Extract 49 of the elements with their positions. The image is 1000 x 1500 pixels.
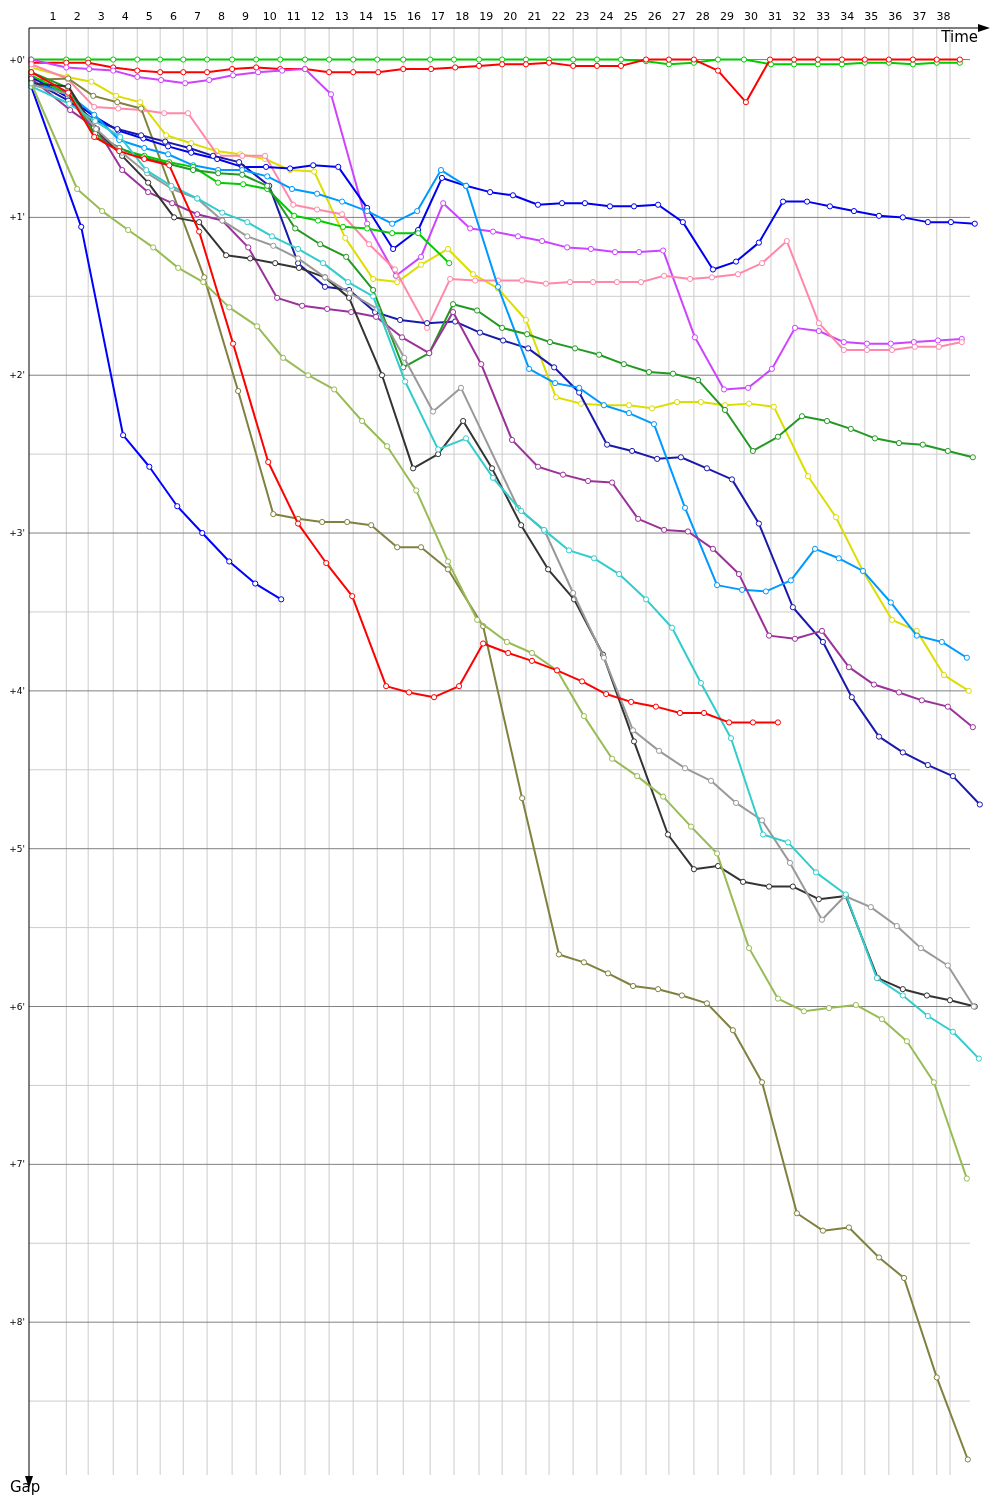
x-tick-label: 37 bbox=[912, 10, 927, 23]
x-tick-label: 30 bbox=[743, 10, 758, 23]
x-tick-label: 14 bbox=[358, 10, 373, 23]
x-tick-label: 11 bbox=[286, 10, 301, 23]
x-tick-label: 27 bbox=[671, 10, 686, 23]
x-tick-label: 13 bbox=[334, 10, 349, 23]
x-tick-label: 6 bbox=[169, 10, 177, 23]
x-tick-label: 4 bbox=[121, 10, 129, 23]
x-tick-label: 5 bbox=[145, 10, 153, 23]
y-tick-label: +8' bbox=[9, 1317, 25, 1328]
x-tick-label: 18 bbox=[455, 10, 470, 23]
x-tick-label: 1 bbox=[49, 10, 57, 23]
x-tick-label: 25 bbox=[623, 10, 638, 23]
x-tick-label: 28 bbox=[695, 10, 710, 23]
y-tick-label: +2' bbox=[9, 370, 25, 381]
x-tick-label: 24 bbox=[599, 10, 614, 23]
y-tick-label: +6' bbox=[9, 1001, 25, 1012]
y-axis-title: Gap bbox=[10, 1478, 41, 1496]
x-tick-label: 34 bbox=[840, 10, 855, 23]
x-tick-label: 29 bbox=[719, 10, 734, 23]
x-tick-label: 33 bbox=[816, 10, 831, 23]
x-tick-label: 19 bbox=[479, 10, 494, 23]
x-tick-label: 12 bbox=[310, 10, 325, 23]
y-tick-label: +0' bbox=[9, 54, 25, 65]
x-tick-label: 9 bbox=[242, 10, 250, 23]
x-tick-label: 35 bbox=[864, 10, 879, 23]
x-tick-label: 17 bbox=[431, 10, 446, 23]
y-tick-label: +7' bbox=[9, 1159, 25, 1170]
y-tick-label: +1' bbox=[9, 212, 25, 223]
x-tick-label: 7 bbox=[193, 10, 201, 23]
y-tick-label: +4' bbox=[9, 685, 25, 696]
x-tick-label: 15 bbox=[382, 10, 397, 23]
x-tick-label: 8 bbox=[218, 10, 226, 23]
x-tick-label: 16 bbox=[407, 10, 422, 23]
x-tick-label: 23 bbox=[575, 10, 590, 23]
y-tick-label: +5' bbox=[9, 843, 25, 854]
x-tick-label: 26 bbox=[647, 10, 662, 23]
x-tick-label: 10 bbox=[262, 10, 277, 23]
x-tick-label: 31 bbox=[768, 10, 783, 23]
y-tick-label: +3' bbox=[9, 528, 25, 539]
x-tick-label: 21 bbox=[527, 10, 542, 23]
x-tick-label: 3 bbox=[97, 10, 105, 23]
x-tick-label: 38 bbox=[936, 10, 951, 23]
x-tick-label: 36 bbox=[888, 10, 903, 23]
x-tick-label: 20 bbox=[503, 10, 518, 23]
x-tick-label: 22 bbox=[551, 10, 566, 23]
x-axis-title: Time bbox=[940, 28, 978, 46]
x-tick-label: 2 bbox=[73, 10, 81, 23]
x-tick-label: 32 bbox=[792, 10, 807, 23]
